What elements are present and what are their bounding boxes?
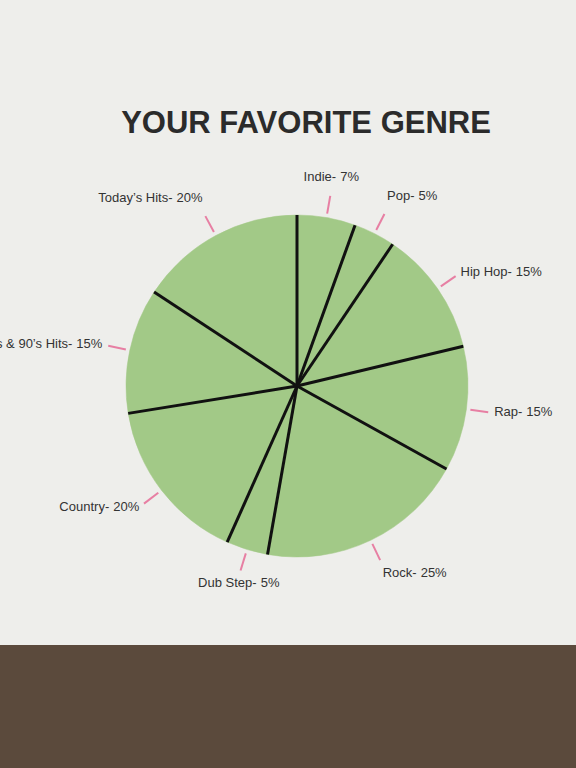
leader-line [470,410,488,412]
category-label-line: Rock- [383,565,417,580]
data-label: 20% [176,190,202,205]
leader-line [205,216,214,232]
category-label: Hip Hop- [461,264,512,279]
pie-slice [268,386,447,557]
slice-label: Dub Step- 5% [198,575,280,590]
leader-line [372,544,380,560]
data-label: 5% [261,575,280,590]
category-label: Dub Step- [198,575,257,590]
slice-label: Pop- 5% [387,188,438,203]
leader-line [376,214,384,230]
slice-divider [297,346,463,386]
slice-label: 80’s & 90’s Hits- 15% [0,336,103,351]
slice-divider [297,225,355,386]
page-background [0,0,576,645]
title: YOUR FAVORITE GENRE [121,105,491,140]
data-label: 25% [421,565,447,580]
category-label: Rock- [383,565,417,580]
table-background [0,645,576,768]
slice-label: Rap- 15% [494,404,553,419]
leader-line [108,346,126,350]
data-label: 5% [419,188,438,203]
slice-divider [154,292,297,386]
category-label: 80’s & 90’s Hits- [0,336,72,351]
category-label-line: Hip Hop- [461,264,512,279]
data-label: 7% [340,169,359,184]
category-label-line: Country- [59,499,109,514]
leader-line [327,196,330,214]
category-label-line: Pop- [387,188,414,203]
data-label: 15% [526,404,552,419]
data-label: 15% [76,336,102,351]
slice-divider [227,386,297,542]
slice-divider [268,386,297,554]
category-label: Country- [59,499,109,514]
leader-line [144,493,158,504]
slice-label: Today’s Hits- 20% [98,190,203,205]
category-label-line: Today’s Hits- [98,190,172,205]
leader-line [441,276,456,286]
category-label-line: Dub Step- [198,575,257,590]
category-label: Rap- [494,404,522,419]
slice-label: Indie-7% [304,169,360,184]
slice-label: Country- 20% [59,499,139,514]
leader-line [241,553,246,570]
category-label: Indie- [304,169,337,184]
slice-label: Hip Hop- 15% [461,264,543,279]
slice-divider [296,215,299,386]
pie: Indie-7% Pop- 5% Hip Hop- 15% Rap- 15% Rock- 25%… [0,169,553,590]
category-label: Today’s Hits- [98,190,172,205]
data-label: 20% [113,499,139,514]
category-label-line: Rap- [494,404,522,419]
pie-slice [154,215,297,386]
slice-label: Rock- 25% [383,565,447,580]
slice-divider [297,244,393,386]
slice-divider [297,386,446,469]
chart: YOUR FAVORITE GENRE Indie-7% Pop- 5% Hip Hop… [0,0,576,768]
pie-slice [128,386,297,542]
category-label-line: 80’s & 90’s Hits- [0,336,72,351]
data-label: 15% [516,264,542,279]
category-label: Pop- [387,188,414,203]
category-label-line: Indie- [304,169,337,184]
slice-divider [128,386,297,413]
